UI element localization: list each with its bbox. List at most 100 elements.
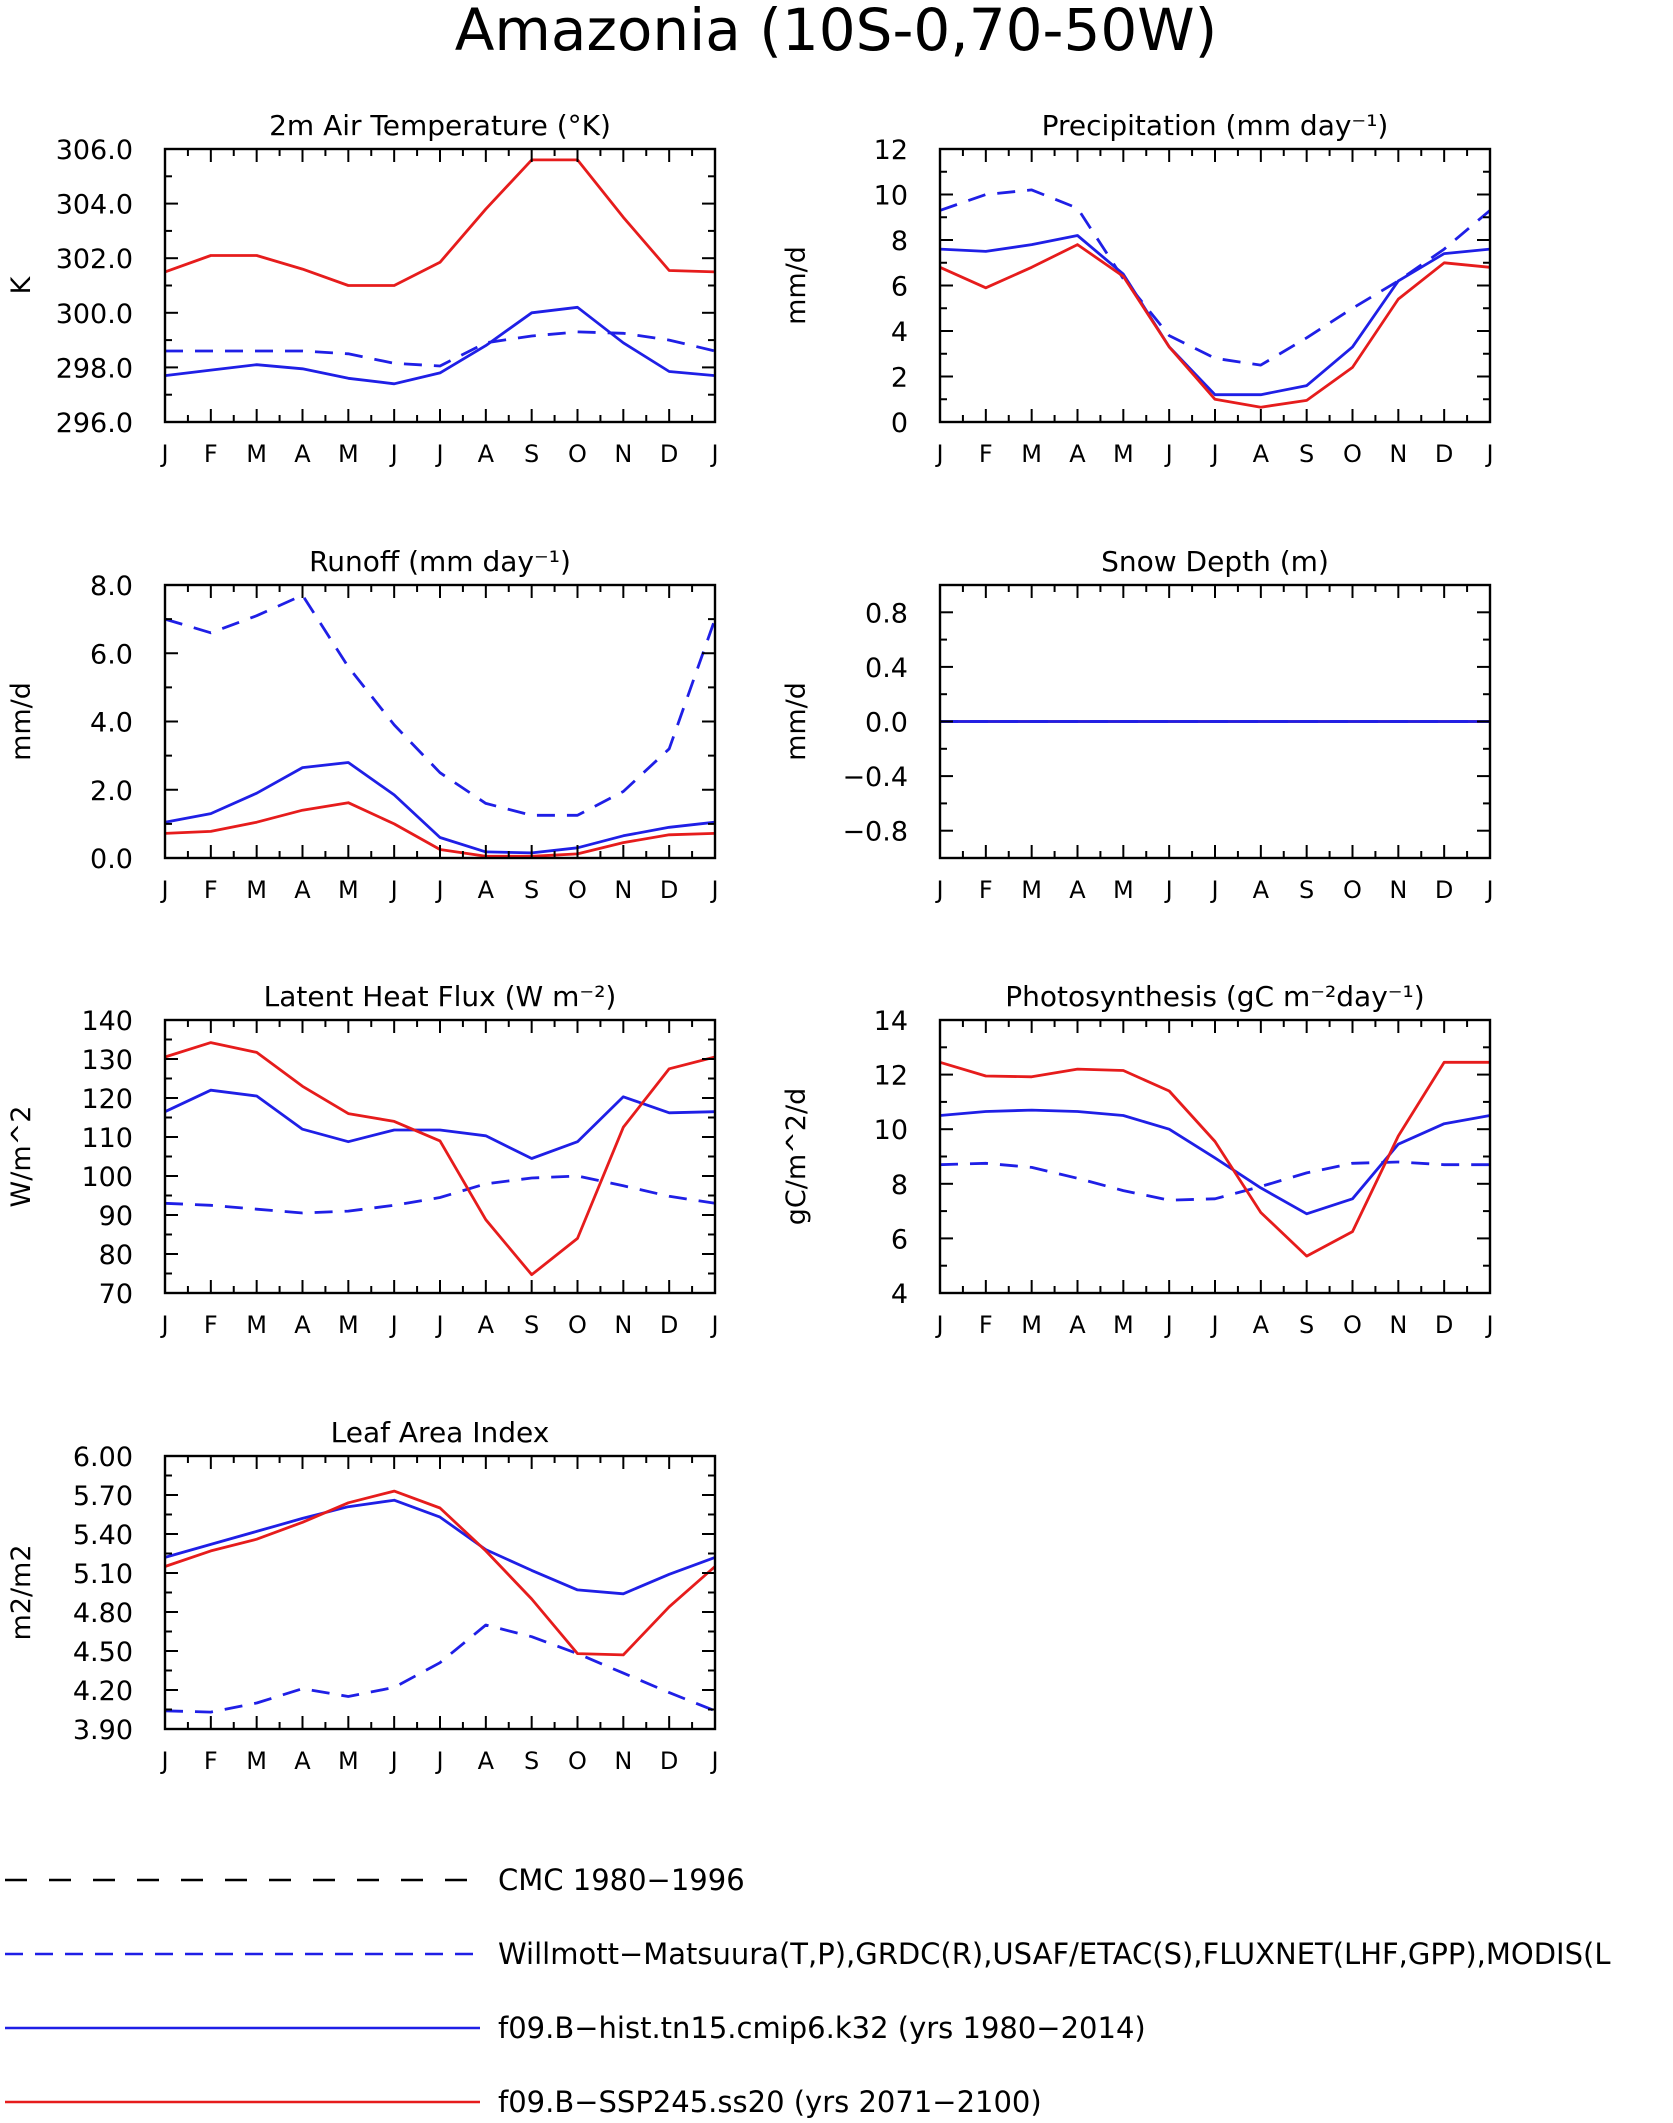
x-tick-label: M [338, 440, 359, 468]
plot-frame [163, 583, 717, 860]
x-tick-label: S [1299, 440, 1314, 468]
y-tick-label: 70 [99, 1279, 133, 1310]
x-tick-label: N [1389, 876, 1407, 904]
x-tick-label: M [1021, 876, 1042, 904]
x-tick-label: A [1253, 1311, 1270, 1339]
chart-title: 2m Air Temperature (°K) [269, 109, 611, 142]
x-tick-label: M [338, 1311, 359, 1339]
legend-item-cmc: CMC 1980−1996 [5, 1863, 745, 1897]
y-tick-label: 8.0 [90, 571, 133, 602]
legend-item-ssp: f09.B−SSP245.ss20 (yrs 2071−2100) [5, 2085, 1042, 2119]
y-tick-label: 3.90 [73, 1715, 133, 1746]
x-tick-label: A [294, 876, 311, 904]
x-tick-label: M [1113, 876, 1134, 904]
x-tick-label: J [1164, 1311, 1173, 1339]
plot-frame [163, 1018, 717, 1295]
x-tick-label: J [159, 440, 168, 468]
x-tick-label: S [524, 440, 539, 468]
x-tick-label: F [204, 876, 218, 904]
y-tick-label: 6.00 [73, 1442, 133, 1473]
legend-label: Willmott−Matsuura(T,P),GRDC(R),USAF/ETAC… [498, 1937, 1611, 1971]
x-tick-label: M [338, 1747, 359, 1775]
x-tick-label: J [1164, 440, 1173, 468]
x-tick-label: D [1435, 876, 1453, 904]
y-tick-label: 0 [891, 408, 908, 439]
y-tick-label: 4.0 [90, 708, 133, 739]
x-tick-label: D [1435, 1311, 1453, 1339]
x-tick-label: S [524, 1747, 539, 1775]
x-tick-label: O [568, 876, 587, 904]
series-line-hist [164, 305, 716, 386]
series-line-hist [164, 1088, 716, 1160]
x-tick-label: M [246, 1311, 267, 1339]
x-tick-label: J [709, 1747, 718, 1775]
series-line-hist [164, 761, 716, 855]
x-tick-label: N [614, 440, 632, 468]
x-tick-label: D [660, 440, 678, 468]
y-axis-label: gC/m^2/d [781, 1088, 812, 1225]
chart-title: Precipitation (mm day⁻¹) [1042, 109, 1389, 142]
x-tick-label: F [979, 1311, 993, 1339]
y-tick-label: 2 [891, 363, 908, 394]
chart-panel-5: J F M A M J J A S O N D J708090100110120130140W/m^2L… [6, 980, 719, 1339]
plot-frame [938, 147, 1492, 424]
y-axis-label: mm/d [781, 682, 812, 761]
series-line-ssp [164, 1041, 716, 1277]
x-tick-label: J [389, 1311, 398, 1339]
x-tick-label: J [1164, 876, 1173, 904]
x-tick-label: F [979, 440, 993, 468]
series-line-ssp [164, 158, 716, 287]
y-tick-label: 14 [874, 1006, 908, 1037]
x-tick-label: O [1343, 440, 1362, 468]
x-tick-label: M [1021, 440, 1042, 468]
x-tick-label: J [389, 876, 398, 904]
y-tick-label: 5.40 [73, 1520, 133, 1551]
x-tick-label: F [204, 1311, 218, 1339]
plot-frame [163, 1454, 717, 1731]
y-tick-label: 306.0 [56, 135, 133, 166]
x-tick-label: J [1484, 440, 1493, 468]
y-axis-label: mm/d [6, 682, 37, 761]
y-tick-label: 8 [891, 226, 908, 257]
x-tick-label: S [524, 876, 539, 904]
y-tick-label: 4.50 [73, 1637, 133, 1668]
x-tick-label: A [1069, 1311, 1086, 1339]
x-tick-label: J [709, 876, 718, 904]
x-tick-label: A [478, 1311, 495, 1339]
series-line-hist [939, 234, 1491, 397]
y-tick-label: 12 [874, 1061, 908, 1092]
y-tick-label: 304.0 [56, 190, 133, 221]
x-tick-label: J [434, 876, 443, 904]
y-tick-label: 4.20 [73, 1676, 133, 1707]
legend-label: f09.B−hist.tn15.cmip6.k32 (yrs 1980−2014… [498, 2011, 1146, 2045]
x-tick-label: S [1299, 1311, 1314, 1339]
y-axis-label: W/m^2 [6, 1106, 37, 1208]
y-axis-label: m2/m2 [6, 1544, 37, 1640]
y-tick-label: 140 [81, 1006, 133, 1037]
legend: CMC 1980−1996 Willmott−Matsuura(T,P),GRDC… [5, 1863, 1611, 2119]
x-tick-label: D [660, 1747, 678, 1775]
x-tick-label: J [1209, 876, 1218, 904]
x-tick-label: J [159, 876, 168, 904]
x-tick-label: A [1069, 440, 1086, 468]
x-tick-label: S [1299, 876, 1314, 904]
x-tick-label: J [934, 876, 943, 904]
series-line-obs [164, 1174, 716, 1215]
x-tick-label: N [614, 876, 632, 904]
x-tick-label: A [294, 1747, 311, 1775]
series-line-hist [939, 1108, 1491, 1216]
y-tick-label: 0.8 [865, 598, 908, 629]
y-tick-label: 300.0 [56, 299, 133, 330]
x-tick-label: O [1343, 876, 1362, 904]
y-tick-label: 0.0 [865, 708, 908, 739]
series-line-obs [939, 1160, 1490, 1202]
x-tick-label: A [1253, 440, 1270, 468]
chart-panel-1: J F M A M J J A S O N D J296.0298.0300.0302.0304.030… [6, 109, 719, 468]
y-tick-label: 302.0 [56, 244, 133, 275]
x-tick-label: J [434, 1311, 443, 1339]
series-line-ssp [939, 1060, 1490, 1258]
x-tick-label: J [934, 1311, 943, 1339]
series-line-ssp [164, 1489, 716, 1657]
